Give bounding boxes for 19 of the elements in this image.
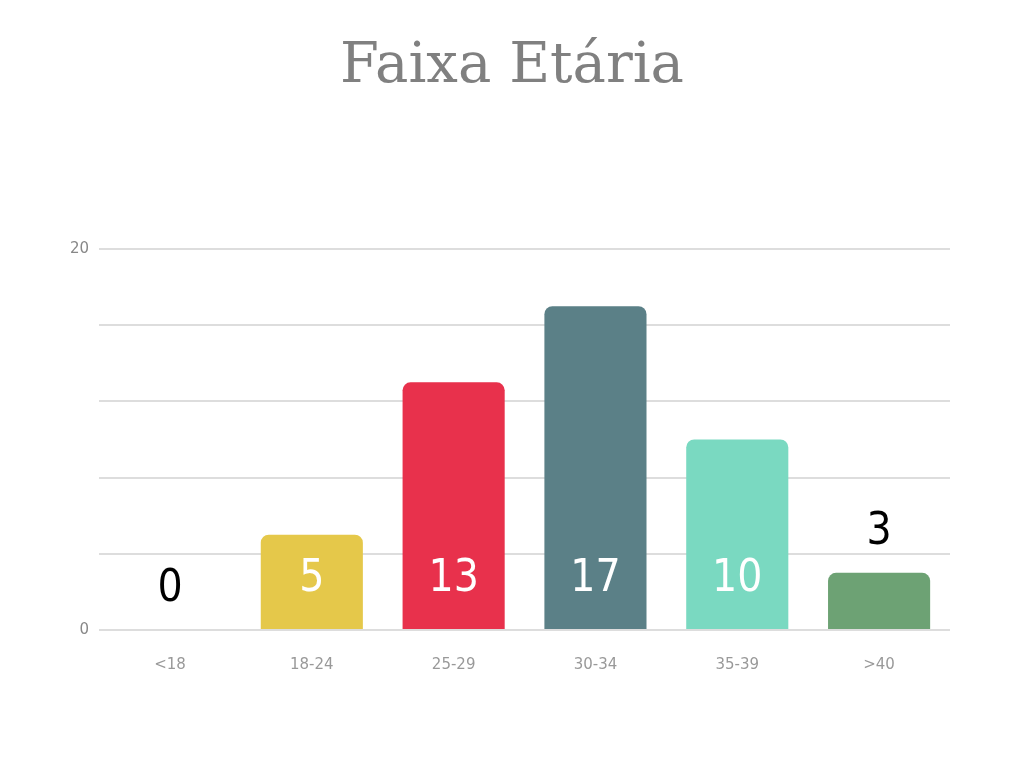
data-label: 17 <box>570 550 621 601</box>
x-tick-label: 30-34 <box>573 654 618 673</box>
x-tick-label: >40 <box>863 654 895 673</box>
data-label: 5 <box>299 550 325 601</box>
x-tick-label: 25-29 <box>431 654 476 673</box>
data-label: 0 <box>157 560 183 612</box>
bar <box>402 382 505 629</box>
x-tick-label: 35-39 <box>715 654 760 673</box>
chart-title: Faixa Etária <box>339 30 685 95</box>
bar <box>686 439 789 629</box>
bar <box>544 306 647 629</box>
data-label: 10 <box>712 550 763 601</box>
bar <box>260 534 363 629</box>
bar <box>828 572 931 629</box>
data-label: 13 <box>428 550 479 601</box>
x-tick-label: <18 <box>154 654 186 673</box>
x-tick-label: 18-24 <box>290 654 334 673</box>
data-label: 3 <box>866 503 892 555</box>
y-tick-label: 20 <box>69 238 90 257</box>
